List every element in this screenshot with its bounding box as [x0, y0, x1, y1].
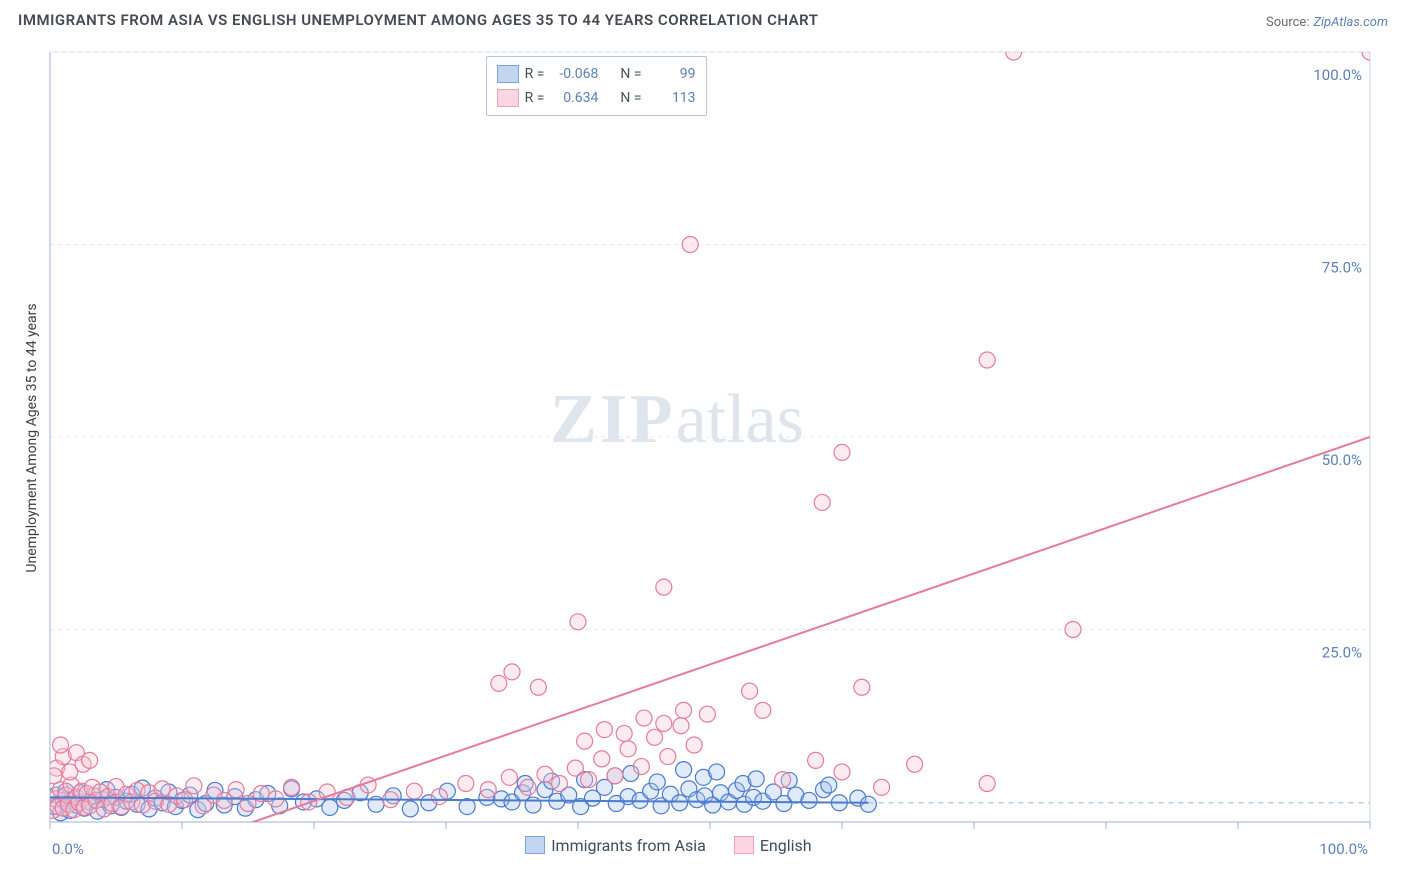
svg-text:100.0%: 100.0%	[1319, 840, 1368, 858]
n-value: 113	[648, 90, 696, 106]
correlation-chart: 25.0% 50.0% 75.0% 100.0% 0.0% 100.0%	[0, 0, 1406, 892]
stats-legend-row: R = -0.068 N = 99	[497, 62, 696, 86]
legend-swatch	[497, 65, 519, 83]
svg-text:25.0%: 25.0%	[1322, 644, 1362, 662]
r-prefix: R =	[525, 90, 545, 106]
legend-label: Immigrants from Asia	[551, 836, 706, 855]
n-value: 99	[648, 66, 696, 82]
svg-text:75.0%: 75.0%	[1322, 259, 1362, 277]
bottom-legend-item: English	[734, 836, 812, 855]
r-value: 0.634	[550, 90, 598, 106]
r-prefix: R =	[525, 66, 545, 82]
n-prefix: N =	[620, 90, 641, 106]
legend-swatch	[734, 836, 754, 854]
svg-text:100.0%: 100.0%	[1313, 66, 1362, 84]
y-axis-label: Unemployment Among Ages 35 to 44 years	[24, 288, 40, 588]
legend-swatch	[525, 836, 545, 854]
r-value: -0.068	[550, 66, 598, 82]
stats-legend: R = -0.068 N = 99 R = 0.634 N = 113	[486, 56, 707, 116]
svg-text:0.0%: 0.0%	[52, 840, 84, 858]
n-prefix: N =	[620, 66, 641, 82]
bottom-legend: Immigrants from Asia English	[525, 836, 811, 855]
legend-label: English	[760, 836, 812, 855]
svg-text:50.0%: 50.0%	[1322, 451, 1362, 469]
stats-legend-row: R = 0.634 N = 113	[497, 86, 696, 110]
legend-swatch	[497, 89, 519, 107]
bottom-legend-item: Immigrants from Asia	[525, 836, 706, 855]
